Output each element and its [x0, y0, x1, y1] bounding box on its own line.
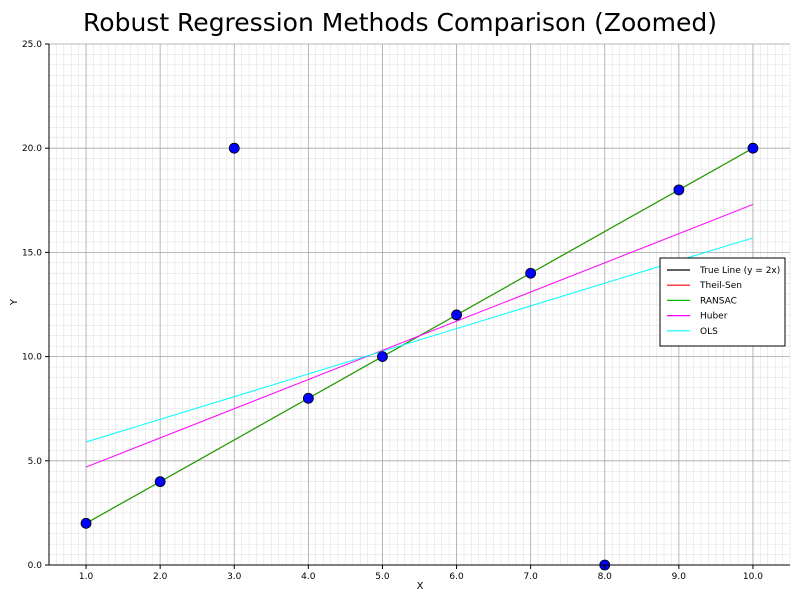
x-tick-label: 6.0 — [449, 572, 464, 582]
x-ticks: 1.0 2.0 3.0 4.0 5.0 6.0 7.0 8.0 9.0 10.0 — [79, 565, 763, 582]
data-point — [154, 476, 166, 488]
data-point — [673, 184, 685, 196]
data-point — [525, 267, 537, 279]
y-tick-label: 0.0 — [28, 561, 43, 571]
y-axis-label: Y — [9, 298, 20, 306]
x-tick-label: 7.0 — [523, 572, 538, 582]
y-tick-label: 5.0 — [28, 457, 43, 467]
data-point — [747, 142, 759, 154]
data-point — [302, 392, 314, 404]
data-point — [80, 517, 92, 529]
x-tick-label: 2.0 — [153, 572, 168, 582]
chart-title: Robust Regression Methods Comparison (Zo… — [83, 8, 717, 37]
x-tick-label: 4.0 — [301, 572, 316, 582]
y-ticks: 0.0 5.0 10.0 15.0 20.0 25.0 — [22, 40, 49, 571]
data-point — [377, 351, 388, 363]
series-line-3 — [85, 204, 754, 468]
legend-label-1: Theil-Sen — [699, 281, 742, 291]
y-tick-label: 25.0 — [22, 40, 42, 50]
x-tick-label: 8.0 — [598, 572, 613, 582]
y-tick-label: 20.0 — [22, 144, 42, 154]
y-tick-label: 15.0 — [22, 248, 42, 258]
legend-label-2: RANSAC — [700, 296, 737, 306]
legend-label-3: Huber — [700, 312, 728, 322]
legend-label-4: OLS — [700, 327, 718, 337]
x-tick-label: 9.0 — [672, 572, 687, 582]
scatter-points — [80, 142, 759, 571]
legend: True Line (y = 2x) Theil-Sen RANSAC Huber OL… — [659, 257, 786, 347]
x-tick-label: 10.0 — [743, 572, 763, 582]
x-tick-label: 5.0 — [375, 572, 390, 582]
series-line-4 — [85, 237, 754, 443]
y-tick-label: 10.0 — [22, 353, 42, 363]
axes — [48, 44, 790, 566]
x-axis-label: X — [417, 581, 424, 592]
data-point — [228, 142, 240, 154]
x-tick-label: 3.0 — [227, 572, 242, 582]
legend-label-0: True Line (y = 2x) — [699, 266, 780, 276]
series-lines — [85, 147, 754, 524]
data-point — [451, 309, 462, 321]
x-tick-label: 1.0 — [79, 572, 94, 582]
